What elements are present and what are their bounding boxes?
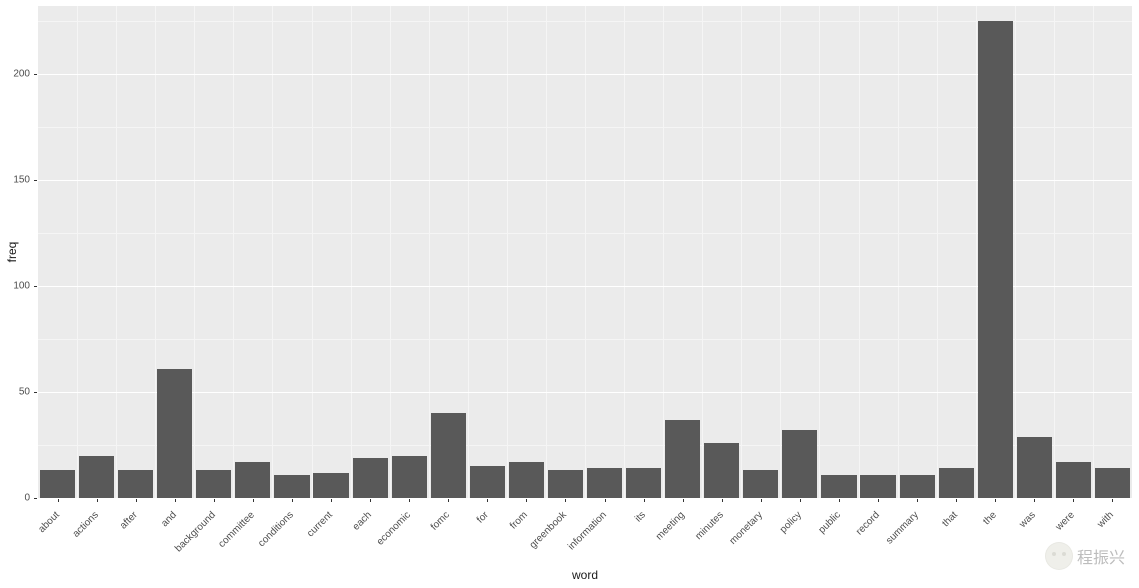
y-tick-mark xyxy=(34,180,37,181)
y-tick-mark xyxy=(34,74,37,75)
bar xyxy=(1095,468,1130,498)
bar xyxy=(431,413,466,498)
x-tick-mark xyxy=(526,499,527,502)
x-tick-mark xyxy=(956,499,957,502)
x-tick-mark xyxy=(565,499,566,502)
bar xyxy=(235,462,270,498)
plot-panel xyxy=(38,6,1132,498)
x-tick-mark xyxy=(370,499,371,502)
bar xyxy=(196,470,231,498)
y-tick-label: 200 xyxy=(0,68,30,79)
x-tick-mark xyxy=(878,499,879,502)
x-tick-mark xyxy=(917,499,918,502)
bar xyxy=(978,21,1013,498)
x-tick-mark xyxy=(722,499,723,502)
watermark-avatar-icon xyxy=(1045,542,1073,570)
bar xyxy=(860,475,895,498)
y-tick-mark xyxy=(34,392,37,393)
bar xyxy=(626,468,661,498)
y-tick-mark xyxy=(34,498,37,499)
bar xyxy=(274,475,309,498)
bar xyxy=(1056,462,1091,498)
x-tick-mark xyxy=(409,499,410,502)
y-tick-label: 0 xyxy=(0,493,30,504)
x-tick-mark xyxy=(253,499,254,502)
x-tick-mark xyxy=(761,499,762,502)
x-tick-mark xyxy=(214,499,215,502)
x-tick-mark xyxy=(995,499,996,502)
bar xyxy=(313,473,348,498)
bar xyxy=(548,470,583,498)
bar xyxy=(509,462,544,498)
watermark: 程振兴 xyxy=(1045,542,1125,570)
x-tick-mark xyxy=(292,499,293,502)
word-frequency-bar-chart: 050100150200 aboutactionsafterandbackgro… xyxy=(0,0,1139,588)
bar xyxy=(743,470,778,498)
x-tick-mark xyxy=(683,499,684,502)
x-axis-title: word xyxy=(38,568,1132,582)
bar xyxy=(40,470,75,498)
x-tick-mark xyxy=(1073,499,1074,502)
x-tick-mark xyxy=(97,499,98,502)
bar xyxy=(392,456,427,498)
x-tick-mark xyxy=(136,499,137,502)
bar xyxy=(353,458,388,498)
x-tick-mark xyxy=(1034,499,1035,502)
bar xyxy=(900,475,935,498)
x-tick-mark xyxy=(487,499,488,502)
x-tick-mark xyxy=(331,499,332,502)
bar xyxy=(704,443,739,498)
y-tick-mark xyxy=(34,286,37,287)
bar xyxy=(118,470,153,498)
bar xyxy=(470,466,505,498)
y-tick-label: 50 xyxy=(0,386,30,397)
x-tick-mark xyxy=(605,499,606,502)
x-tick-mark xyxy=(175,499,176,502)
bar xyxy=(1017,437,1052,499)
y-tick-label: 150 xyxy=(0,174,30,185)
bar xyxy=(821,475,856,498)
x-tick-mark xyxy=(839,499,840,502)
x-tick-mark xyxy=(800,499,801,502)
x-tick-mark xyxy=(1112,499,1113,502)
bars-layer xyxy=(38,6,1132,498)
gridline-major xyxy=(38,498,1132,499)
y-axis-title: freq xyxy=(5,232,19,272)
bar xyxy=(587,468,622,498)
watermark-text: 程振兴 xyxy=(1077,544,1125,568)
bar xyxy=(79,456,114,498)
bar xyxy=(939,468,974,498)
y-tick-label: 100 xyxy=(0,280,30,291)
x-tick-mark xyxy=(448,499,449,502)
x-tick-mark xyxy=(644,499,645,502)
bar xyxy=(782,430,817,498)
x-tick-mark xyxy=(58,499,59,502)
bar xyxy=(157,369,192,498)
bar xyxy=(665,420,700,498)
